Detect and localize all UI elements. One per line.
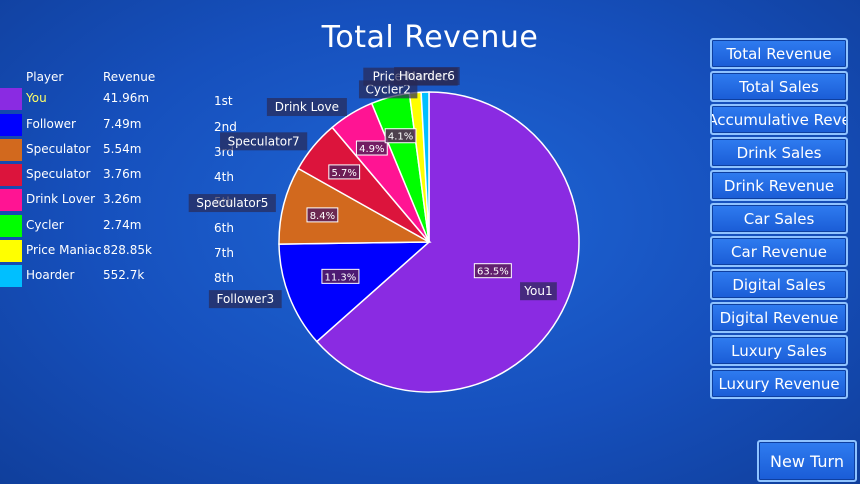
menu-button-total-sales[interactable]: Total Sales: [710, 71, 848, 102]
legend-row: Cycler 2.74m 6th: [0, 215, 260, 237]
legend-swatch: [0, 88, 22, 110]
legend-revenue-value: 552.7k: [103, 268, 145, 282]
menu-button-drink-revenue[interactable]: Drink Revenue: [710, 170, 848, 201]
legend-revenue-value: 2.74m: [103, 218, 142, 232]
pie-slice: [278, 241, 432, 343]
legend-swatch: [0, 189, 22, 211]
legend-row: Price Maniac 828.85k 7th: [0, 240, 260, 262]
slice-name-label: Speculator7: [228, 134, 300, 148]
slice-name-label: Cycler2: [365, 82, 410, 96]
legend-rank: 4th: [214, 170, 234, 184]
slice-name-label-box: [520, 282, 557, 301]
legend-player-name: Hoarder: [26, 268, 75, 282]
slice-name-label-box: [188, 194, 276, 213]
percent-label-box: [355, 140, 388, 156]
legend-rank: 7th: [214, 246, 234, 260]
legend-swatch: [0, 114, 22, 136]
legend-revenue-header: Revenue: [103, 70, 156, 84]
legend-swatch: [0, 139, 22, 161]
chart-title: Total Revenue: [321, 20, 539, 55]
menu-button-total-revenue[interactable]: Total Revenue: [710, 38, 848, 69]
legend-swatch: [0, 164, 22, 186]
legend-player-name: Price Maniac: [26, 243, 102, 257]
menu-button-digital-revenue[interactable]: Digital Revenue: [710, 302, 848, 333]
slice-name-label-box: [220, 132, 308, 151]
slice-name-label-box: [394, 67, 460, 86]
legend-revenue-value: 828.85k: [103, 243, 152, 257]
percent-label-box: [328, 164, 361, 180]
legend-revenue-value: 7.49m: [103, 117, 142, 131]
slice-name-label-box: [208, 290, 282, 309]
legend-player-name: You: [26, 91, 47, 105]
percent-label: 4.9%: [359, 144, 384, 155]
legend-swatch: [0, 265, 22, 287]
legend-player-name: Speculator: [26, 167, 91, 181]
legend-player-header: Player: [26, 70, 64, 84]
legend-row: Speculator 3.76m 4th: [0, 164, 260, 186]
percent-label: 63.5%: [477, 267, 509, 278]
menu-button-accumulative-reve[interactable]: Accumulative Reve: [710, 104, 848, 135]
legend-row: Follower 7.49m 2nd: [0, 114, 260, 136]
menu-button-luxury-sales[interactable]: Luxury Sales: [710, 335, 848, 366]
pie-slice: [315, 91, 580, 393]
legend-revenue-value: 3.76m: [103, 167, 142, 181]
menu-button-car-revenue[interactable]: Car Revenue: [710, 236, 848, 267]
menu-button-car-sales[interactable]: Car Sales: [710, 203, 848, 234]
legend-revenue-value: 5.54m: [103, 142, 142, 156]
legend-swatch: [0, 240, 22, 262]
legend-rank: 1st: [214, 94, 233, 108]
legend-rank: 2nd: [214, 120, 237, 134]
legend-revenue-value: 3.26m: [103, 192, 142, 206]
percent-label-box: [306, 207, 339, 223]
legend-swatch: [0, 215, 22, 237]
new-turn-button[interactable]: New Turn: [757, 440, 857, 482]
slice-name-label: Hoarder6: [399, 69, 455, 83]
percent-label: 11.3%: [325, 272, 357, 283]
slice-name-label: You1: [523, 284, 552, 298]
legend-rank: 8th: [214, 271, 234, 285]
legend-rank: 6th: [214, 221, 234, 235]
menu-button-drink-sales[interactable]: Drink Sales: [710, 137, 848, 168]
slice-name-label: Drink Love: [275, 100, 339, 114]
legend-player-name: Drink Lover: [26, 192, 96, 206]
menu-button-digital-sales[interactable]: Digital Sales: [710, 269, 848, 300]
percent-label-box: [384, 128, 417, 144]
percent-label-box: [321, 268, 360, 284]
menu-button-luxury-revenue[interactable]: Luxury Revenue: [710, 368, 848, 399]
legend-revenue-value: 41.96m: [103, 91, 150, 105]
percent-label: 8.4%: [310, 211, 335, 222]
legend-player-name: Speculator: [26, 142, 91, 156]
legend-player-name: Follower: [26, 117, 76, 131]
slice-name-label-box: [266, 98, 347, 117]
legend-row: Hoarder 552.7k 8th: [0, 265, 260, 287]
slice-name-label: Speculator5: [196, 196, 268, 210]
legend-player-name: Cycler: [26, 218, 64, 232]
legend-row: You 41.96m 1st: [0, 88, 260, 110]
slice-name-label: Follower3: [216, 292, 274, 306]
pie-slice: [420, 91, 430, 243]
percent-label: 4.1%: [388, 132, 413, 143]
percent-label: 5.7%: [332, 168, 357, 179]
legend-row: Speculator 5.54m 3rd: [0, 139, 260, 161]
percent-label-box: [473, 263, 512, 279]
